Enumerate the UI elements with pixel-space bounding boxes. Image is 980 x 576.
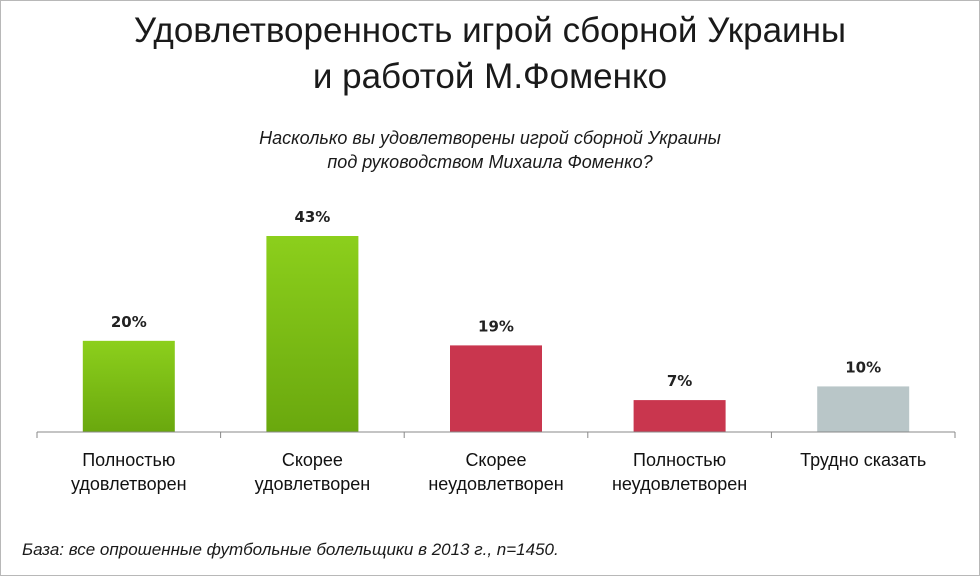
bars-layer — [82, 236, 910, 432]
category-label-5-line-1: Трудно сказать — [800, 450, 926, 470]
bar-1 — [82, 340, 175, 432]
bar-5 — [817, 386, 910, 432]
labels-layer: 20% Полностью удовлетворен 43% Скорее удовлет… — [71, 208, 926, 494]
chart-title: Удовлетворенность игрой сборной Украины … — [0, 8, 980, 100]
question-line-2: под руководством Михаила Фоменко? — [327, 152, 653, 172]
category-label-4-line-2: неудовлетворен — [612, 474, 747, 494]
category-label-2-line-2: удовлетворен — [255, 474, 371, 494]
category-label-3-line-2: неудовлетворен — [428, 474, 563, 494]
title-line-2: и работой М.Фоменко — [312, 57, 668, 96]
category-label-1-line-2: удовлетворен — [71, 474, 187, 494]
question-line-1: Насколько вы удовлетворены игрой сборной… — [259, 128, 721, 148]
value-label-1: 20% — [111, 313, 147, 331]
bar-3 — [450, 345, 542, 432]
value-label-3: 19% — [478, 317, 514, 335]
title-line-1: Удовлетворенность игрой сборной Украины — [133, 11, 847, 50]
category-label-3-line-1: Скорее — [465, 450, 526, 470]
bar-4 — [633, 400, 726, 432]
category-label-2-line-1: Скорее — [282, 450, 343, 470]
base-footnote: База: все опрошенные футбольные болельщи… — [22, 540, 559, 559]
bar-2 — [266, 236, 359, 432]
value-label-4: 7% — [667, 372, 692, 390]
value-label-5: 10% — [845, 358, 881, 376]
category-label-4-line-1: Полностью — [633, 450, 726, 470]
category-label-1-line-1: Полностью — [82, 450, 175, 470]
value-label-2: 43% — [294, 208, 330, 226]
survey-question: Насколько вы удовлетворены игрой сборной… — [0, 126, 980, 174]
x-axis — [36, 431, 956, 438]
